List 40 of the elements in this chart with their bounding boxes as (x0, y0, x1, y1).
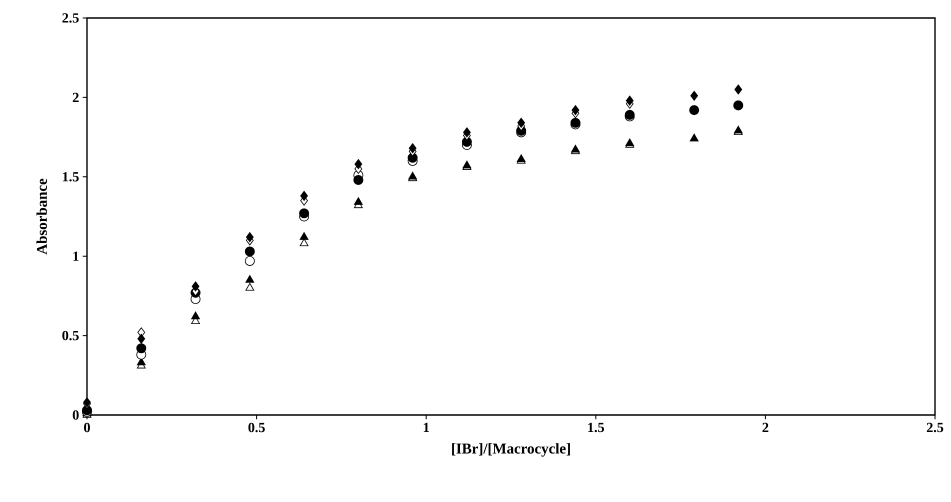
point (354, 197, 363, 205)
point (734, 84, 742, 94)
point (463, 127, 471, 138)
point (191, 312, 200, 320)
y-tick-label: 1 (73, 252, 79, 261)
point (299, 208, 310, 218)
point (353, 174, 364, 185)
point (733, 100, 744, 110)
point (300, 232, 308, 240)
point (300, 238, 308, 246)
x-tick-label: 0 (84, 422, 90, 432)
y-axis-title: Absorbance (36, 178, 47, 255)
y-tick-label: 0.5 (62, 330, 79, 340)
y-tick-label: 1.5 (62, 172, 79, 182)
x-tick-label: 2.5 (926, 422, 944, 432)
point (244, 256, 255, 266)
x-tick-label: 1.5 (588, 422, 604, 432)
point (245, 282, 254, 291)
y-tick-label: 2 (72, 92, 79, 102)
y-tick-label: 0 (72, 410, 79, 420)
x-axis-title: [IBr]/[Macrocycle] (452, 443, 570, 457)
x-tick-label: 0.5 (248, 422, 265, 432)
point (246, 232, 254, 242)
point (690, 134, 699, 142)
point (689, 105, 700, 116)
point (408, 143, 416, 154)
point (137, 334, 146, 344)
point (690, 90, 698, 101)
point (136, 343, 146, 354)
y-tick-label: 2.5 (62, 13, 79, 23)
point (572, 105, 580, 116)
point (517, 118, 526, 128)
point (626, 96, 634, 106)
point (354, 159, 362, 170)
x-tick-label: 2 (762, 422, 768, 432)
point (244, 246, 255, 256)
point (192, 281, 200, 292)
point (300, 190, 308, 201)
x-tick-label: 1 (424, 422, 429, 432)
point (245, 275, 254, 283)
